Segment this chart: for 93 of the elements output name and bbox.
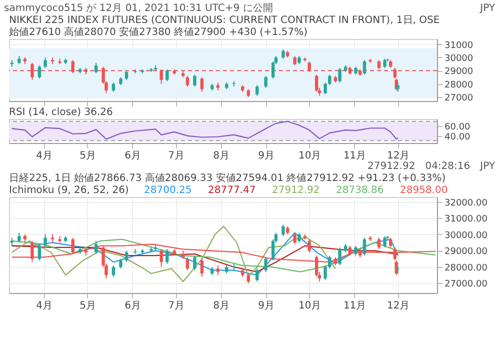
text: 28700.25 — [144, 185, 192, 196]
y-tick-label: 40.00 — [444, 132, 471, 142]
candlestick — [166, 248, 169, 264]
candlestick — [38, 64, 42, 80]
candlestick — [94, 240, 98, 254]
candlestick — [293, 56, 296, 66]
candlestick — [314, 74, 318, 92]
legend-title: Ichimoku (9, 26, 52, 26) — [9, 185, 129, 196]
x-tick-label: 5月 — [80, 150, 96, 162]
x-tick-label: 12月 — [386, 150, 410, 162]
chart-title: RSI (14, close) 36.26 — [9, 107, 113, 118]
candlestick — [255, 268, 259, 282]
y-tick-label: 29000.00 — [444, 247, 488, 258]
text: 28738.86 — [336, 185, 384, 196]
candlestick — [112, 82, 116, 92]
line-series — [11, 226, 336, 282]
text: JPY — [480, 2, 495, 15]
x-tick-label: 10月 — [298, 300, 322, 312]
chart-title: NIKKEI 225 INDEX FUTURES (CONTINUOUS: CURRENT CONTRACT IN FRONT), 1日, OSE 始値27610 高値28070 安値27380 終値27900 +430 (+1.57%) — [9, 15, 440, 38]
candlestick — [44, 56, 47, 69]
y-tick-label: 29000 — [444, 67, 474, 78]
candlestick — [328, 255, 332, 270]
x-tick-label: 7月 — [168, 150, 185, 162]
text: 27912.92 — [272, 185, 320, 196]
y-tick-label: 32000.00 — [444, 198, 488, 208]
y-tick-label: 60.00 — [444, 122, 471, 133]
candlestick — [377, 237, 381, 250]
x-tick-label: 4月 — [36, 150, 53, 162]
candlestick — [38, 244, 42, 261]
x-tick-label: 11月 — [343, 150, 366, 162]
x-tick-label: 6月 — [124, 150, 142, 162]
candlestick — [362, 60, 366, 76]
y-tick-label: 27000 — [444, 94, 474, 104]
y-tick-label: 28000 — [444, 80, 474, 90]
x-tick-label: 5月 — [80, 300, 96, 312]
candlestick — [282, 49, 285, 60]
candlestick — [160, 248, 163, 268]
candlestick — [124, 70, 128, 80]
line-series — [11, 238, 436, 272]
candlestick — [94, 62, 98, 74]
y-tick-label: 31000.00 — [444, 214, 488, 225]
candlestick — [324, 82, 327, 95]
candlestick — [112, 264, 116, 278]
candlestick — [362, 237, 366, 256]
candlestick — [193, 255, 196, 271]
candlestick — [124, 250, 128, 263]
text: 27912.92 — [367, 160, 416, 173]
candlestick — [216, 264, 220, 276]
candlestick — [298, 232, 301, 244]
text: sammycoco515 が 12月 01, 2021 10:31 UTC+9 に公開 — [4, 2, 273, 15]
candlestick — [119, 258, 122, 270]
x-tick-label: 6月 — [124, 300, 142, 312]
x-tick-label: 4月 — [36, 300, 53, 312]
y-tick-label: 30000.00 — [444, 230, 488, 241]
x-tick-label: 12月 — [386, 300, 410, 312]
candlestick — [166, 68, 169, 82]
candlestick — [264, 75, 268, 88]
text: 04:28:16 — [425, 160, 470, 173]
x-tick-label: 11月 — [343, 300, 366, 312]
candlestick — [338, 68, 342, 84]
text: 28958.00 — [400, 185, 448, 196]
candlestick — [388, 237, 392, 248]
candlestick — [186, 256, 190, 271]
candlestick — [328, 74, 332, 86]
y-tick-label: 30000 — [444, 54, 474, 64]
y-tick-label: 27000.00 — [444, 280, 488, 290]
candlestick — [44, 234, 47, 248]
candlestick — [383, 58, 386, 69]
x-tick-label: 7月 — [168, 300, 185, 312]
candlestick — [193, 74, 196, 87]
candlestick — [293, 232, 296, 245]
candlestick — [354, 245, 358, 256]
x-tick-label: 9月 — [258, 300, 274, 312]
candlestick — [18, 232, 21, 244]
x-tick-label: 10月 — [298, 150, 322, 162]
candlestick — [264, 256, 268, 272]
candlestick — [282, 224, 285, 237]
x-tick-label: 8月 — [213, 150, 230, 162]
candlestick — [338, 246, 342, 266]
candlestick — [246, 272, 250, 284]
x-tick-label: 8月 — [213, 300, 230, 312]
candlestick — [200, 76, 204, 92]
candlestick — [200, 258, 204, 278]
candlestick — [324, 264, 327, 280]
candlestick — [308, 238, 311, 253]
line-series — [11, 120, 398, 140]
x-tick-label: 9月 — [258, 150, 274, 162]
candlestick — [255, 84, 259, 96]
candlestick — [383, 236, 386, 248]
text: JPY — [480, 160, 495, 173]
y-tick-label: 31000 — [444, 40, 474, 51]
y-tick-label: 28000.00 — [444, 263, 488, 274]
text: 28777.47 — [208, 185, 256, 196]
